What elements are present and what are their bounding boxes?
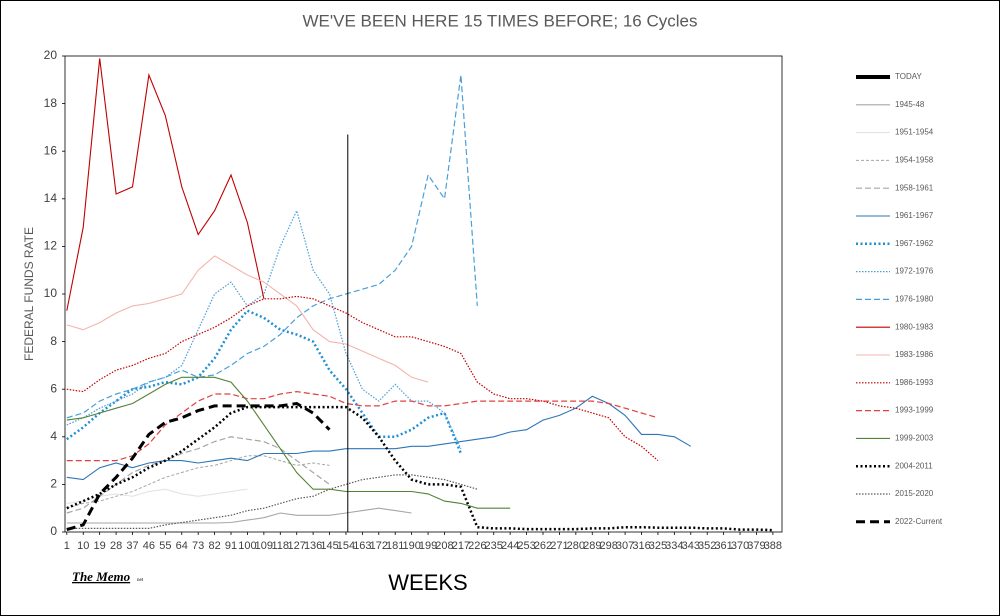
legend-label: 1980-1983 (895, 322, 934, 331)
legend-label: 1983-1986 (895, 350, 934, 359)
x-tick-label: 154 (337, 540, 355, 552)
legend-label: 1976-1980 (895, 295, 934, 304)
x-tick-label: 19 (94, 540, 106, 552)
series-line (66, 208, 462, 449)
legend-label: 1954-1958 (895, 156, 934, 165)
x-tick-label: 172 (370, 540, 388, 552)
series-line (66, 474, 478, 529)
y-tick-label: 4 (50, 429, 57, 443)
series-line (66, 74, 478, 419)
x-tick-label: 253 (517, 540, 535, 552)
y-tick-label: 0 (50, 524, 57, 538)
x-tick-label: 145 (320, 540, 338, 552)
logo: The Memo (72, 569, 131, 584)
y-tick-label: 18 (44, 96, 58, 110)
x-tick-label: 55 (159, 540, 171, 552)
x-tick-label: 46 (143, 540, 155, 552)
y-tick-label: 14 (44, 191, 58, 205)
legend-label: 1951-1954 (895, 128, 934, 137)
x-tick-label: 37 (126, 540, 138, 552)
x-tick-label: 325 (649, 540, 667, 552)
y-tick-label: 20 (44, 48, 58, 62)
x-tick-label: 271 (550, 540, 568, 552)
x-tick-label: 163 (353, 540, 371, 552)
logo-suffix: net (137, 578, 144, 583)
series-line (66, 436, 330, 514)
x-tick-label: 352 (698, 540, 716, 552)
legend-label: 1986-1993 (895, 378, 934, 387)
series-line (66, 395, 692, 481)
x-tick-label: 298 (599, 540, 617, 552)
x-axis-label: WEEKS (388, 570, 467, 595)
x-tick-label: 82 (208, 540, 220, 552)
x-tick-label: 307 (616, 540, 634, 552)
x-tick-label: 316 (632, 540, 650, 552)
x-tick-label: 127 (288, 540, 306, 552)
x-tick-label: 208 (435, 540, 453, 552)
x-tick-label: 262 (534, 540, 552, 552)
x-tick-label: 118 (272, 540, 290, 552)
x-tick-label: 181 (386, 540, 404, 552)
legend-label: TODAY (895, 72, 922, 81)
x-tick-label: 100 (238, 540, 256, 552)
legend-label: 2022-Current (895, 517, 943, 526)
x-tick-label: 64 (176, 540, 188, 552)
series-line (66, 455, 330, 509)
x-tick-label: 73 (192, 540, 204, 552)
legend-label: 2004-2011 (895, 461, 933, 470)
x-tick-label: 280 (567, 540, 585, 552)
y-tick-label: 8 (50, 334, 57, 348)
legend-label: 1993-1999 (895, 406, 934, 415)
series-line (66, 376, 511, 509)
series-line (66, 58, 265, 311)
x-tick-label: 334 (665, 540, 683, 552)
x-tick-label: 343 (682, 540, 700, 552)
x-tick-label: 244 (501, 540, 519, 552)
x-tick-label: 136 (304, 540, 322, 552)
x-tick-label: 10 (77, 540, 89, 552)
y-tick-label: 12 (44, 239, 58, 253)
x-tick-label: 289 (583, 540, 601, 552)
series-line (66, 390, 659, 462)
y-tick-label: 16 (44, 143, 58, 157)
series-line (66, 507, 412, 524)
y-axis-label: FEDERAL FUNDS RATE (22, 227, 36, 361)
legend-label: 1958-1961 (895, 183, 934, 192)
x-tick-label: 361 (714, 540, 732, 552)
series-line (66, 255, 429, 383)
x-tick-label: 226 (468, 540, 486, 552)
x-tick-label: 217 (452, 540, 470, 552)
series-line (66, 295, 659, 462)
x-tick-label: 1 (64, 540, 70, 552)
x-tick-label: 91 (225, 540, 237, 552)
y-tick-label: 10 (44, 286, 58, 300)
x-tick-label: 388 (764, 540, 782, 552)
legend-label: 1972-1976 (895, 267, 934, 276)
x-tick-label: 370 (731, 540, 749, 552)
series-line (66, 401, 331, 532)
legend-label: 1967-1962 (895, 239, 934, 248)
legend-label: 1999-2003 (895, 434, 934, 443)
x-tick-label: 28 (110, 540, 122, 552)
legend-label: 1945-48 (895, 100, 925, 109)
x-tick-label: 190 (402, 540, 420, 552)
series-line (66, 405, 773, 532)
legend-label: 1961-1967 (895, 211, 934, 220)
legend-label: 2015-2020 (895, 489, 934, 498)
x-tick-label: 379 (747, 540, 765, 552)
y-tick-label: 2 (50, 477, 57, 491)
x-tick-label: 235 (485, 540, 503, 552)
x-tick-label: 109 (255, 540, 273, 552)
y-tick-label: 6 (50, 381, 57, 395)
x-tick-label: 199 (419, 540, 437, 552)
chart-title: WE'VE BEEN HERE 15 TIMES BEFORE; 16 Cycl… (303, 11, 698, 30)
